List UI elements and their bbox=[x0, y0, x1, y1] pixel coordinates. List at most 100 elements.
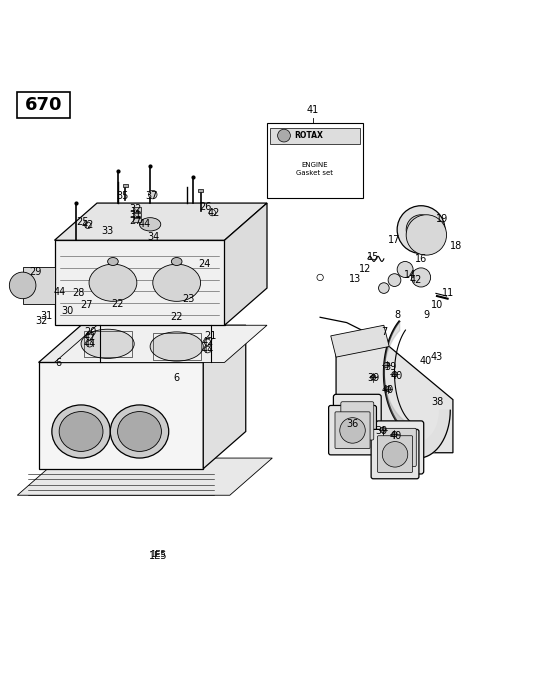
Text: 35: 35 bbox=[116, 191, 129, 201]
Text: 22: 22 bbox=[170, 313, 183, 322]
Bar bbox=[84, 331, 131, 357]
Ellipse shape bbox=[382, 441, 408, 467]
Ellipse shape bbox=[139, 218, 161, 231]
FancyBboxPatch shape bbox=[383, 428, 417, 466]
Ellipse shape bbox=[89, 264, 137, 301]
Text: 33: 33 bbox=[101, 226, 114, 236]
Circle shape bbox=[406, 215, 446, 255]
Circle shape bbox=[278, 129, 290, 142]
Ellipse shape bbox=[81, 329, 134, 358]
Ellipse shape bbox=[117, 412, 161, 451]
Text: 44: 44 bbox=[54, 287, 66, 297]
Circle shape bbox=[397, 261, 413, 277]
Text: 38: 38 bbox=[431, 397, 443, 407]
Text: 26: 26 bbox=[200, 202, 212, 212]
Bar bbox=[132, 207, 141, 211]
FancyBboxPatch shape bbox=[335, 412, 370, 448]
FancyBboxPatch shape bbox=[371, 430, 419, 479]
Text: 42: 42 bbox=[208, 208, 220, 218]
Circle shape bbox=[392, 371, 397, 377]
Bar bbox=[270, 128, 360, 143]
Bar bbox=[132, 213, 141, 217]
Text: 40: 40 bbox=[389, 431, 402, 441]
Text: 40: 40 bbox=[382, 385, 394, 395]
Polygon shape bbox=[336, 346, 453, 453]
Text: 44: 44 bbox=[83, 339, 96, 349]
FancyBboxPatch shape bbox=[333, 394, 381, 448]
Text: 37: 37 bbox=[145, 191, 158, 201]
Text: 20: 20 bbox=[84, 326, 97, 337]
Text: 32: 32 bbox=[35, 316, 48, 326]
Text: 17: 17 bbox=[388, 235, 400, 245]
Text: ENGINE
Gasket set: ENGINE Gasket set bbox=[296, 161, 333, 175]
Text: 8: 8 bbox=[394, 310, 400, 319]
Text: 43: 43 bbox=[431, 352, 443, 362]
Text: 24: 24 bbox=[199, 259, 211, 269]
Text: 19: 19 bbox=[436, 214, 449, 224]
Text: 42: 42 bbox=[81, 220, 93, 230]
Text: 10: 10 bbox=[431, 300, 443, 310]
Text: 41: 41 bbox=[307, 105, 319, 116]
Text: 29: 29 bbox=[30, 267, 42, 277]
Polygon shape bbox=[54, 240, 224, 325]
Polygon shape bbox=[17, 458, 272, 495]
Text: 42: 42 bbox=[83, 332, 96, 342]
Text: 7: 7 bbox=[381, 326, 387, 337]
Circle shape bbox=[388, 274, 401, 286]
Text: 6: 6 bbox=[174, 374, 180, 383]
Text: 15: 15 bbox=[367, 252, 380, 262]
Polygon shape bbox=[54, 325, 267, 362]
Bar bbox=[17, 91, 70, 118]
Text: 34: 34 bbox=[147, 232, 160, 242]
Circle shape bbox=[384, 362, 389, 368]
Bar bbox=[132, 218, 141, 222]
Polygon shape bbox=[203, 325, 246, 468]
FancyBboxPatch shape bbox=[328, 405, 376, 455]
Text: 1E5: 1E5 bbox=[150, 550, 166, 559]
Circle shape bbox=[397, 206, 445, 254]
Text: 14: 14 bbox=[404, 270, 417, 280]
Text: 42: 42 bbox=[410, 275, 422, 285]
Bar bbox=[122, 184, 128, 187]
Text: 23: 23 bbox=[182, 294, 194, 304]
Bar bbox=[267, 123, 363, 198]
Circle shape bbox=[10, 272, 36, 299]
Ellipse shape bbox=[52, 405, 111, 458]
Text: 9: 9 bbox=[423, 310, 429, 319]
Text: 25: 25 bbox=[76, 217, 89, 227]
Text: 670: 670 bbox=[25, 96, 62, 114]
Bar bbox=[153, 333, 201, 360]
Text: 1E5: 1E5 bbox=[149, 552, 167, 561]
FancyBboxPatch shape bbox=[376, 421, 423, 474]
Circle shape bbox=[406, 215, 436, 245]
Text: 6: 6 bbox=[56, 358, 62, 369]
Polygon shape bbox=[22, 267, 54, 304]
Ellipse shape bbox=[340, 418, 365, 444]
Bar bbox=[198, 189, 203, 193]
Text: ROTAX: ROTAX bbox=[295, 131, 324, 140]
Polygon shape bbox=[54, 203, 267, 240]
FancyBboxPatch shape bbox=[341, 402, 374, 440]
Text: 12: 12 bbox=[359, 265, 372, 274]
Text: 32: 32 bbox=[129, 204, 142, 214]
Ellipse shape bbox=[59, 412, 103, 451]
Circle shape bbox=[371, 375, 376, 380]
Ellipse shape bbox=[153, 264, 201, 301]
Text: 27: 27 bbox=[80, 300, 92, 310]
Text: 11: 11 bbox=[442, 288, 454, 299]
Ellipse shape bbox=[171, 258, 182, 265]
Text: 39: 39 bbox=[384, 362, 396, 371]
Text: 40: 40 bbox=[391, 371, 403, 380]
Text: 16: 16 bbox=[415, 254, 427, 264]
Circle shape bbox=[380, 428, 386, 432]
Text: 31: 31 bbox=[41, 310, 53, 321]
Text: 39: 39 bbox=[375, 426, 387, 437]
Circle shape bbox=[379, 283, 389, 293]
Text: 36: 36 bbox=[346, 419, 358, 428]
Text: 18: 18 bbox=[450, 240, 462, 251]
Text: 27: 27 bbox=[129, 216, 142, 226]
Circle shape bbox=[148, 191, 157, 199]
Polygon shape bbox=[38, 325, 246, 362]
Ellipse shape bbox=[150, 332, 203, 361]
Text: 13: 13 bbox=[349, 274, 361, 283]
